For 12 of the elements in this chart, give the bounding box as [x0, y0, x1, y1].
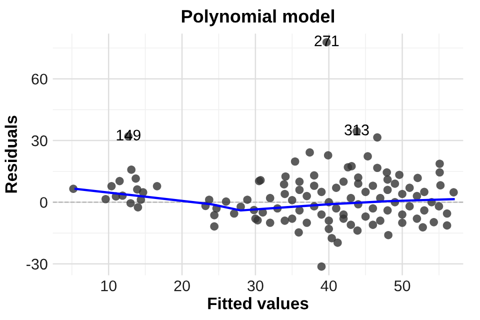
- x-tick-label: 50: [394, 280, 410, 292]
- y-tick-label: 0: [40, 197, 48, 208]
- x-tick-label: 30: [248, 280, 264, 292]
- y-tick-label: 60: [32, 74, 48, 85]
- x-tick-label: 20: [174, 280, 190, 292]
- chart-title: Polynomial model: [182, 9, 334, 26]
- x-tick-label: 40: [320, 280, 337, 292]
- y-tick-label: 30: [32, 135, 48, 146]
- x-tick-label: 10: [101, 280, 116, 292]
- x-axis-title: Fitted values: [208, 297, 308, 310]
- y-tick-label: -30: [26, 258, 48, 270]
- y-axis-title: Residuals: [4, 116, 18, 193]
